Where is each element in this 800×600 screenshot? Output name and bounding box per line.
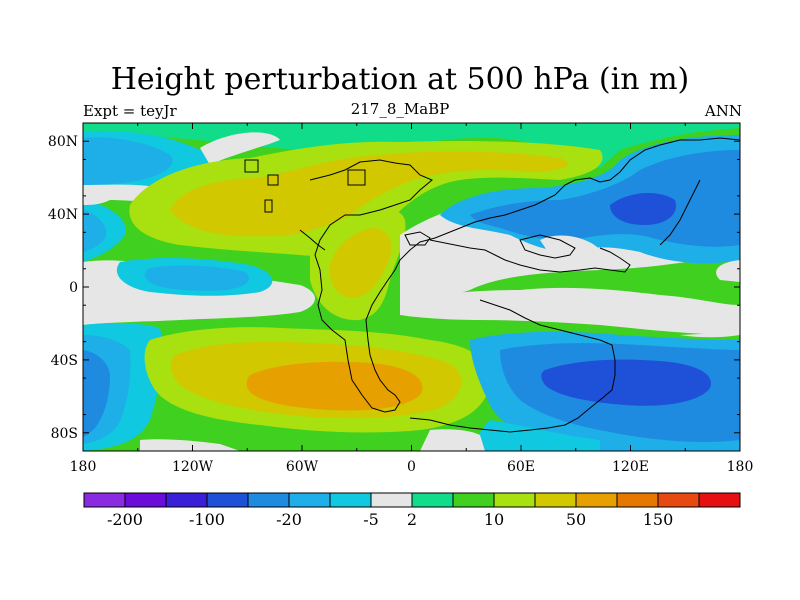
lon-tick-label: 60W xyxy=(286,459,319,475)
colorbar-label: 2 xyxy=(407,510,417,529)
lat-tick-label: 40N xyxy=(48,207,78,223)
contour-patch xyxy=(470,150,740,247)
lat-tick-label: 80N xyxy=(48,134,78,150)
colorbar-swatch xyxy=(165,492,208,508)
colorbar-label: -100 xyxy=(189,510,225,529)
chart-title: Height perturbation at 500 hPa (in m) xyxy=(110,62,690,97)
contour-patch xyxy=(610,193,676,225)
colorbar-label: -20 xyxy=(276,510,302,529)
contour-patch xyxy=(170,151,569,237)
lat-tick-label: 80S xyxy=(51,426,78,442)
contour-patch xyxy=(200,132,280,165)
lon-tick-label: 180 xyxy=(70,459,97,475)
contour-patch xyxy=(83,137,173,185)
contour-patch xyxy=(420,429,485,451)
contour-patch xyxy=(716,260,740,282)
lon-tick-label: 120W xyxy=(172,459,214,475)
contour-patch xyxy=(400,287,740,335)
coastlines xyxy=(244,137,740,433)
contour-field xyxy=(83,123,740,451)
contour-patch xyxy=(541,359,711,406)
experiment-label: Expt = teyJr xyxy=(83,102,177,120)
axis-ticks xyxy=(82,122,741,452)
colorbar-swatch xyxy=(452,492,495,508)
season-label: ANN xyxy=(704,102,742,120)
contour-patch xyxy=(470,420,600,451)
colorbar-label: -200 xyxy=(107,510,143,529)
colorbar-swatch xyxy=(575,492,618,508)
colorbar-swatch xyxy=(124,492,167,508)
colorbar-labels: -200 -100 -20 -5 2 10 50 150 xyxy=(107,510,673,529)
lon-tick-label: 60E xyxy=(507,459,535,475)
colorbar-label: -5 xyxy=(363,510,379,529)
contour-patch xyxy=(144,265,249,291)
contour-patch xyxy=(246,361,423,411)
colorbar-swatch xyxy=(83,492,126,508)
colorbar-label: 50 xyxy=(566,510,586,529)
colorbar-swatch xyxy=(411,492,454,508)
colorbar-swatch xyxy=(657,492,700,508)
colorbar-swatch xyxy=(247,492,290,508)
colorbar-swatch xyxy=(616,492,659,508)
contour-patch xyxy=(140,439,240,451)
period-label: 217_8_MaBP xyxy=(350,100,450,118)
colorbar-label: 150 xyxy=(643,510,674,529)
lon-tick-labels: 180 120W 60W 0 60E 120E 180 xyxy=(70,459,754,475)
contour-patch xyxy=(83,210,107,252)
lat-tick-label: 40S xyxy=(51,353,78,369)
colorbar xyxy=(83,492,741,508)
lon-tick-label: 0 xyxy=(407,459,416,475)
colorbar-swatch xyxy=(698,492,741,508)
colorbar-swatch xyxy=(288,492,331,508)
contour-patch xyxy=(83,123,740,137)
lon-tick-label: 120E xyxy=(612,459,649,475)
colorbar-swatch xyxy=(329,492,372,508)
colorbar-label: 10 xyxy=(484,510,504,529)
contour-patch xyxy=(83,350,110,437)
colorbar-swatch xyxy=(370,492,413,508)
lat-tick-labels: 80N 40N 0 40S 80S xyxy=(48,134,78,442)
colorbar-swatch xyxy=(206,492,249,508)
colorbar-swatch xyxy=(493,492,536,508)
contour-patch xyxy=(329,228,392,298)
contour-patch xyxy=(540,235,600,260)
lat-tick-label: 0 xyxy=(69,280,78,296)
colorbar-swatch xyxy=(534,492,577,508)
contour-patch xyxy=(680,332,740,338)
lon-tick-label: 180 xyxy=(727,459,754,475)
